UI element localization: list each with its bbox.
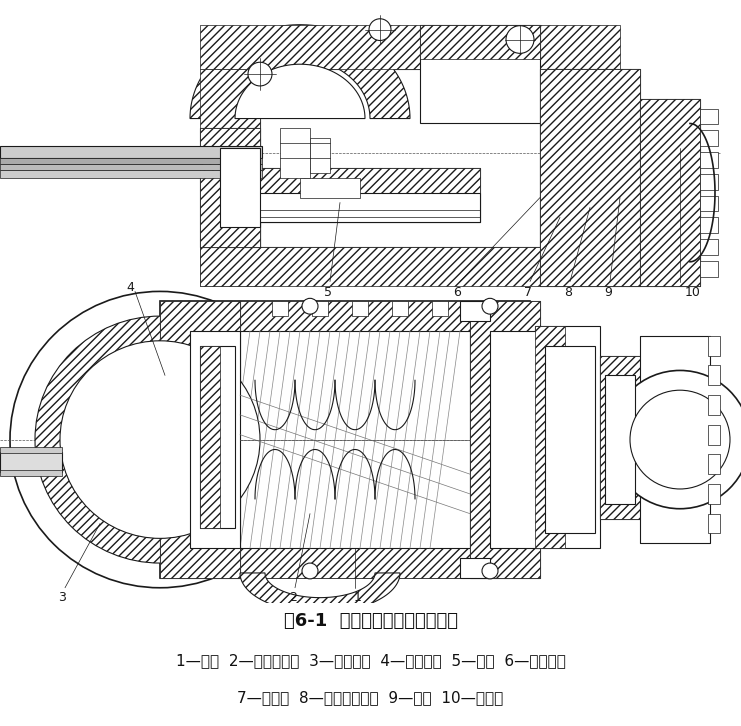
Bar — [535, 326, 600, 548]
Circle shape — [302, 298, 318, 314]
Bar — [250, 168, 480, 222]
Bar — [160, 301, 530, 331]
Bar — [280, 129, 310, 178]
Bar — [0, 452, 62, 472]
Bar — [250, 168, 480, 192]
Bar — [0, 164, 262, 170]
Bar — [200, 25, 620, 69]
Text: 7—主轴承  8—径向止推轴承  9—轴封  10—联轴器: 7—主轴承 8—径向止推轴承 9—轴封 10—联轴器 — [237, 690, 504, 705]
Bar — [200, 346, 235, 529]
Bar — [460, 558, 490, 578]
Bar — [0, 146, 262, 158]
Bar — [640, 99, 700, 287]
Bar — [420, 25, 540, 123]
Circle shape — [630, 390, 730, 489]
Bar — [700, 152, 718, 168]
Polygon shape — [190, 25, 410, 118]
Circle shape — [35, 316, 285, 563]
Bar — [700, 174, 718, 189]
Bar — [640, 336, 710, 543]
Text: 8: 8 — [564, 287, 572, 299]
Bar — [200, 247, 620, 287]
Text: 10: 10 — [685, 287, 701, 299]
Bar — [700, 109, 718, 124]
Circle shape — [610, 370, 741, 509]
Circle shape — [10, 291, 310, 588]
Bar — [160, 301, 240, 578]
Bar — [312, 301, 328, 316]
Bar — [700, 217, 718, 233]
Bar — [490, 331, 540, 548]
Bar — [708, 484, 720, 504]
Bar — [605, 375, 635, 504]
Bar — [250, 192, 480, 222]
Bar — [432, 301, 448, 316]
Bar — [535, 326, 565, 548]
Circle shape — [482, 563, 498, 579]
Bar — [0, 170, 262, 178]
Bar — [352, 301, 368, 316]
Bar — [0, 470, 62, 476]
Bar — [708, 454, 720, 474]
Bar — [470, 301, 540, 578]
Text: 3: 3 — [58, 591, 66, 604]
Bar — [392, 301, 408, 316]
Bar — [300, 178, 360, 197]
Bar — [540, 69, 640, 287]
Bar — [700, 131, 718, 146]
Bar — [420, 25, 540, 60]
Text: 7: 7 — [524, 287, 532, 299]
Text: 1: 1 — [354, 591, 362, 604]
Bar — [160, 301, 240, 578]
Circle shape — [369, 19, 391, 41]
Circle shape — [506, 25, 534, 53]
Bar — [470, 301, 540, 578]
Circle shape — [248, 62, 272, 86]
Bar — [160, 301, 530, 578]
Polygon shape — [240, 573, 400, 613]
Bar — [310, 138, 330, 173]
Bar — [640, 336, 710, 543]
Bar — [708, 425, 720, 444]
Text: 5: 5 — [324, 287, 332, 299]
Bar — [708, 514, 720, 534]
Circle shape — [482, 298, 498, 314]
Bar — [160, 548, 530, 578]
Text: 1—机体  2—阴、阳转子  3—吸气端座  4—平衡活塞  5—滑阀  6—排气端座: 1—机体 2—阴、阳转子 3—吸气端座 4—平衡活塞 5—滑阀 6—排气端座 — [176, 653, 565, 668]
Bar — [545, 346, 595, 534]
Bar — [700, 195, 718, 211]
Text: 9: 9 — [604, 287, 612, 299]
Circle shape — [60, 340, 260, 539]
Bar — [540, 69, 640, 287]
Bar — [220, 148, 260, 227]
Bar — [200, 346, 220, 529]
Bar — [700, 239, 718, 255]
Bar — [200, 129, 260, 247]
Polygon shape — [235, 64, 365, 118]
Text: 2: 2 — [289, 591, 297, 604]
Bar — [0, 158, 262, 164]
Bar — [200, 69, 260, 287]
Bar — [600, 356, 640, 518]
Bar — [190, 331, 240, 548]
Bar — [0, 447, 62, 454]
Bar — [460, 301, 490, 321]
Bar — [540, 69, 620, 287]
Bar — [600, 356, 640, 518]
Text: 图6-1  螺杆式制冷压缩机剖面图: 图6-1 螺杆式制冷压缩机剖面图 — [284, 613, 457, 630]
Bar — [640, 99, 700, 287]
Text: 4: 4 — [126, 282, 134, 294]
Bar — [708, 336, 720, 356]
Bar — [200, 129, 260, 247]
Bar — [240, 331, 470, 548]
Bar — [272, 301, 288, 316]
Bar — [708, 395, 720, 415]
Bar — [708, 365, 720, 386]
Circle shape — [302, 563, 318, 579]
Text: 6: 6 — [453, 287, 461, 299]
Bar — [700, 261, 718, 277]
Bar — [260, 69, 540, 247]
